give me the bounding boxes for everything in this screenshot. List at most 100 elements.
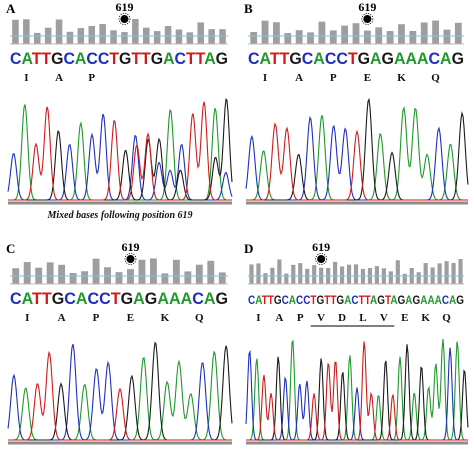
quality-bar xyxy=(88,25,96,44)
quality-bar xyxy=(291,264,296,284)
base-letter: C xyxy=(248,49,260,68)
quality-bar xyxy=(423,263,428,284)
amino-acid-label: V xyxy=(380,312,388,324)
quality-bar xyxy=(437,263,442,284)
base-letter: A xyxy=(289,293,296,307)
base-letter: G xyxy=(382,49,394,68)
quality-bar xyxy=(420,22,428,44)
position-marker-ring xyxy=(118,13,131,25)
quality-bar xyxy=(138,259,146,284)
trace-a xyxy=(246,106,468,201)
base-letter: A xyxy=(405,293,412,307)
base-letter: A xyxy=(75,49,86,68)
quality-bar xyxy=(363,30,371,44)
quality-bar xyxy=(110,30,117,44)
quality-bar xyxy=(339,266,345,284)
base-letter: G xyxy=(52,289,65,308)
base-letter: G xyxy=(119,49,131,68)
base-letter: A xyxy=(133,289,145,308)
base-letter: G xyxy=(412,293,420,307)
quality-bar xyxy=(353,264,359,284)
base-letter: C xyxy=(64,289,76,308)
quality-bar xyxy=(256,263,261,284)
base-letter: T xyxy=(111,289,121,308)
base-letter: A xyxy=(255,293,262,307)
amino-acid-label: Q xyxy=(195,312,204,324)
amino-acid-label: K xyxy=(397,72,406,84)
quality-bar xyxy=(386,31,394,44)
amino-acid-label: P xyxy=(88,72,95,84)
position-label: 619 xyxy=(121,240,139,254)
quality-bar xyxy=(416,272,421,284)
position-label: 619 xyxy=(115,0,133,14)
base-letter: C xyxy=(303,293,310,307)
base-letter: T xyxy=(365,293,372,307)
quality-bar xyxy=(197,22,205,44)
base-letter: A xyxy=(344,293,351,307)
quality-bar xyxy=(273,22,280,44)
position-marker-ring xyxy=(124,253,137,265)
base-letter: G xyxy=(51,49,63,68)
quality-bar xyxy=(261,20,269,44)
quality-bar xyxy=(402,273,407,284)
base-letter: G xyxy=(216,49,228,68)
quality-bar xyxy=(12,19,19,44)
quality-bar xyxy=(172,259,180,284)
base-letter: T xyxy=(280,49,290,68)
quality-bar xyxy=(149,258,157,284)
base-letter: A xyxy=(449,293,456,307)
quality-bar xyxy=(263,273,268,284)
base-letter: A xyxy=(204,289,216,308)
quality-bar xyxy=(23,262,31,284)
quality-bar xyxy=(58,264,66,284)
position-marker-icon xyxy=(126,255,135,263)
base-letter: G xyxy=(316,293,324,307)
position-label: 619 xyxy=(312,240,330,254)
quality-bar xyxy=(33,32,41,44)
base-letter: C xyxy=(99,289,111,308)
trace-t xyxy=(246,341,468,441)
base-letter: G xyxy=(274,293,282,307)
base-letter: A xyxy=(405,49,417,68)
amino-acid-label: I xyxy=(256,312,260,324)
quality-bar xyxy=(186,32,194,44)
amino-acid-label: A xyxy=(58,312,66,324)
position-marker-ring xyxy=(315,253,328,265)
amino-acid-label: E xyxy=(364,72,371,84)
amino-acid-label: A xyxy=(275,312,283,324)
base-letter: A xyxy=(204,49,215,68)
quality-bar xyxy=(398,24,405,44)
base-letter: C xyxy=(192,289,204,308)
base-letter: A xyxy=(260,49,271,68)
quality-bar xyxy=(219,29,226,44)
base-letter: G xyxy=(456,293,464,307)
base-letter: A xyxy=(22,289,33,308)
base-letter: G xyxy=(358,49,370,68)
base-letter: C xyxy=(98,49,109,68)
base-letter: C xyxy=(248,293,255,307)
quality-bar xyxy=(443,29,451,44)
quality-bar xyxy=(277,259,282,284)
panel-label: A xyxy=(6,1,16,16)
base-letter: A xyxy=(157,289,169,308)
quality-bar xyxy=(458,259,463,284)
base-letter: C xyxy=(10,289,22,308)
base-letter: A xyxy=(435,293,442,307)
base-sequence: CATTGCACCTGTTGACTTAGTAGAGAAACAG xyxy=(248,293,464,307)
quality-bar xyxy=(341,25,349,44)
base-letter: A xyxy=(440,49,452,68)
quality-bar xyxy=(184,271,192,284)
base-letter: T xyxy=(109,49,119,68)
amino-acid-label: Q xyxy=(442,312,451,324)
base-letter: A xyxy=(390,293,397,307)
base-sequence: CATTGCACCTGAGAAACAG xyxy=(10,289,228,308)
base-letter: G xyxy=(145,289,158,308)
base-letter: C xyxy=(282,293,289,307)
base-letter: T xyxy=(270,49,280,68)
base-letter: T xyxy=(131,49,141,68)
quality-bar xyxy=(69,273,77,284)
base-letter: T xyxy=(41,49,51,68)
quality-bar xyxy=(329,30,337,44)
